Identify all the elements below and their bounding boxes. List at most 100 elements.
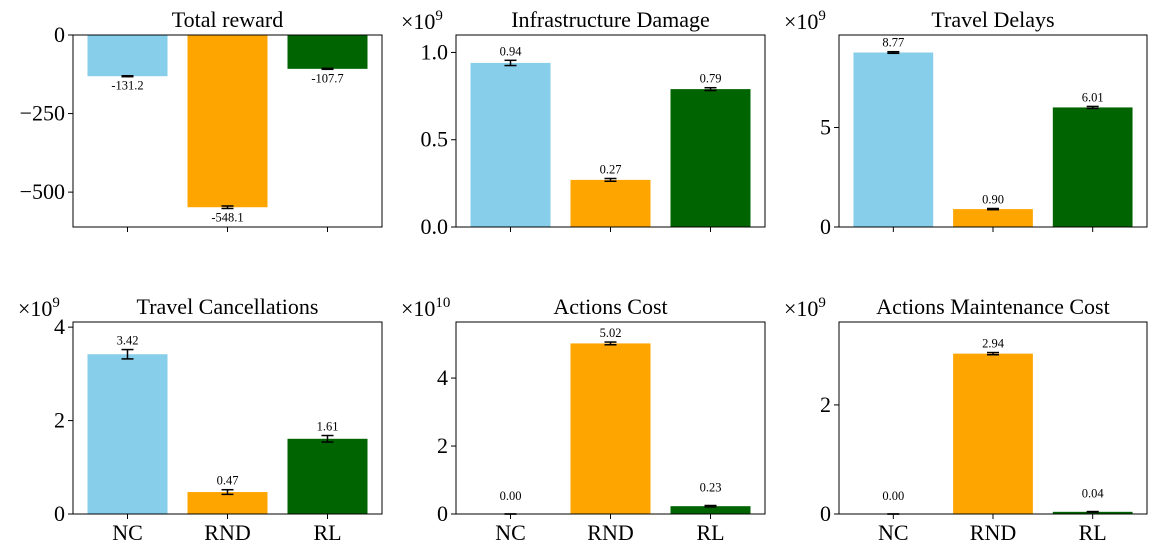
bar-rnd [570,343,651,514]
y-tick-label: 4 [437,365,448,390]
subplot-title: Travel Cancellations [137,294,319,319]
value-label-rl: 1.61 [317,420,339,434]
axis-multiplier: ×109 [784,295,826,321]
bar-nc [87,354,168,514]
multiplier-base: ×10 [784,296,818,321]
error-bar-rl [1086,510,1099,513]
axes-frame [455,34,766,228]
subplot-5: 0.00 NC 2.94 RND 0.04 RL 0 2 Actions Maintenance… [784,294,1148,545]
value-label-nc: 0.00 [500,489,522,503]
value-label-rnd: 0.47 [217,474,239,488]
error-bar-nc [121,75,134,78]
value-label-rl: 6.01 [1082,90,1104,104]
bar-rnd [187,35,268,208]
value-label-rnd: 0.90 [982,192,1004,206]
error-bar-rl [704,504,717,508]
y-tick-label: −500 [20,179,65,204]
bar-rnd [953,353,1033,514]
subplot-4: 0.00 NC 5.02 RND 0.23 RL 0 2 4 Actions Cost ×1010 [401,294,766,545]
error-bar-nc [504,59,517,67]
error-bar-rl [321,434,334,443]
bar-rl [670,89,751,227]
y-tick-label: 4 [54,314,65,339]
y-tick-label: 0 [437,501,448,526]
subplot-title: Infrastructure Damage [511,7,710,32]
bar-rnd [953,209,1033,227]
y-tick-label: 0 [820,501,831,526]
subplot-title: Actions Maintenance Cost [876,294,1109,319]
subplot-3: 3.42 NC 0.47 RND 1.61 RL 0 2 4 Travel Cancellatio… [18,294,383,545]
x-tick-label-rnd: RND [587,520,633,545]
bar-rl [1052,107,1133,227]
multiplier-base: ×10 [401,296,435,321]
value-label-nc: 3.42 [117,334,139,348]
value-label-nc: -131.2 [111,79,143,93]
y-tick-label: 2 [54,408,65,433]
bar-rl [287,35,368,69]
multiplier-exponent: 9 [52,295,60,311]
subplot-title: Total reward [172,7,283,32]
multiplier-base: ×10 [784,9,818,34]
subplot-2: 8.77 0.90 6.01 0 5 Travel Delays ×109 [784,7,1148,239]
value-label-rnd: -548.1 [211,210,243,224]
bar-rnd [187,492,268,514]
subplot-1: 0.94 0.27 0.79 0.0 0.5 1.0 Infrastructure Dama… [401,7,766,239]
axis-multiplier: ×109 [401,8,443,34]
bar-rl [1052,511,1133,514]
multiplier-exponent: 9 [435,8,443,24]
x-tick-label-rl: RL [1079,520,1107,545]
multiplier-exponent: 10 [435,295,450,311]
value-label-nc: 0.94 [500,44,523,58]
bar-rl [670,506,751,514]
y-tick-label: 0.5 [421,127,449,152]
axes-frame [455,321,766,515]
x-tick-label-nc: NC [112,520,143,545]
value-label-rnd: 0.27 [600,162,622,176]
value-label-nc: 0.00 [882,489,904,503]
axes-frame [72,34,383,228]
y-tick-label: 2 [437,433,448,458]
axes-frame [838,34,1148,228]
error-bar-rnd [604,177,617,183]
multiplier-exponent: 9 [818,295,826,311]
multiplier-base: ×10 [401,9,435,34]
bar-nc [87,35,168,77]
error-bar-rnd [221,488,234,496]
y-tick-label: 0 [820,214,831,239]
axes-frame [72,321,383,515]
x-tick-label-rl: RL [313,520,341,545]
value-label-rnd: 2.94 [982,337,1005,351]
value-label-nc: 8.77 [882,36,904,50]
subplot-0: -131.2 -548.1 -107.7 0 −250 −500 Total reward [20,7,383,232]
x-tick-label-nc: NC [495,520,526,545]
y-tick-label: −250 [20,101,65,126]
x-tick-label-rnd: RND [204,520,250,545]
error-bar-rl [1086,105,1099,110]
error-bar-rnd [987,207,999,211]
error-bar-nc [121,348,134,360]
x-tick-label-rnd: RND [970,520,1016,545]
y-tick-label: 0 [54,501,65,526]
y-tick-label: 0.0 [421,214,449,239]
y-tick-label: 1.0 [421,39,449,64]
axis-multiplier: ×109 [18,295,60,321]
axes-frame [838,321,1148,515]
value-label-rl: -107.7 [311,71,343,85]
value-label-rl: 0.23 [700,481,722,495]
multiplier-exponent: 9 [818,8,826,24]
bar-nc [853,52,934,228]
error-bar-rnd [604,341,617,346]
x-tick-label-nc: NC [878,520,909,545]
error-bar-rl [321,67,334,71]
subplot-title: Travel Delays [931,7,1054,32]
bar-nc [470,62,551,227]
value-label-rl: 0.79 [700,72,722,86]
value-label-rnd: 5.02 [600,326,622,340]
bar-rnd [570,179,651,227]
y-tick-label: 2 [820,392,831,417]
x-tick-label-rl: RL [696,520,724,545]
y-tick-label: 5 [820,115,831,140]
multiplier-base: ×10 [18,296,52,321]
axis-multiplier: ×109 [784,8,826,34]
